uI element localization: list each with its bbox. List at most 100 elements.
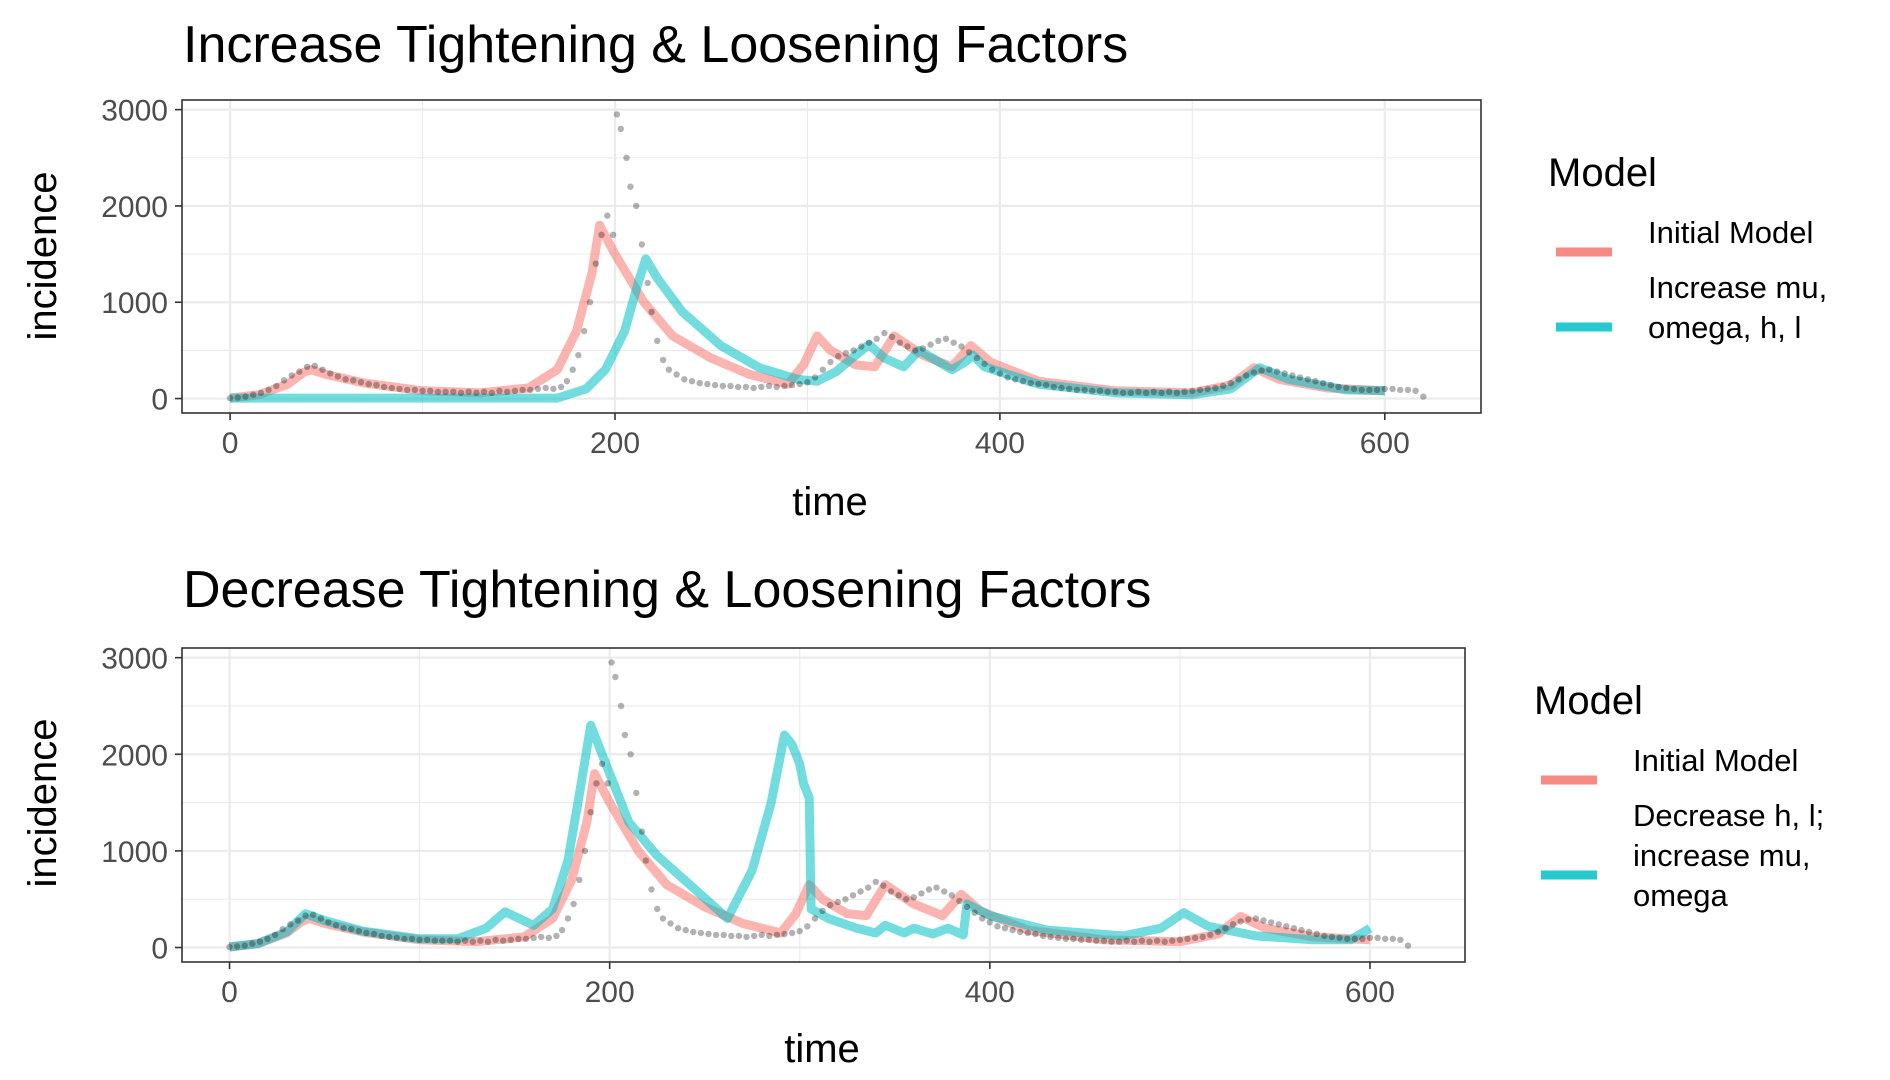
observed-point [638,828,646,835]
observed-point [973,354,980,362]
observed-point [1085,936,1092,943]
observed-point [1219,382,1227,390]
observed-point [1260,917,1267,924]
observed-point [659,356,667,364]
observed-point [419,387,426,394]
observed-point [511,387,519,394]
observed-point [1184,935,1191,942]
observed-point [888,333,896,341]
observed-point [350,377,357,384]
observed-point [226,394,234,402]
observed-point [446,937,454,944]
observed-point [827,901,834,909]
legend: Model Initial Model Increase mu, omega, h,… [1548,151,1827,345]
observed-point [781,382,788,390]
observed-point [612,673,619,681]
observed-point [627,751,634,758]
observed-point [705,930,712,938]
observed-point [728,932,735,940]
observed-point [659,915,667,922]
observed-point [1344,935,1351,942]
observed-point [1258,367,1265,374]
observed-point [396,385,403,393]
y-axis-title: incidence [21,171,65,340]
observed-point [319,366,326,373]
observed-point [1358,386,1365,394]
observed-point [1173,389,1181,396]
observed-point [989,366,996,373]
observed-point [623,154,630,161]
observed-point [604,780,611,787]
chart-panel-top: Increase Tightening & Loosening Factors … [21,16,1827,524]
observed-point [357,379,365,386]
observed-point [370,930,378,938]
observed-point [1017,928,1024,936]
y-tick-label: 3000 [101,95,168,128]
observed-point [919,345,927,352]
observed-point [279,926,286,933]
observed-point [1119,389,1127,396]
observed-point [294,917,302,924]
observed-point [688,378,696,385]
observed-point [971,909,978,916]
observed-point [598,231,605,238]
observed-point [1001,925,1009,932]
observed-point [865,884,872,891]
observed-point [388,384,395,392]
observed-point [378,932,385,940]
observed-point [469,938,476,945]
observed-point [465,388,472,395]
observed-point [1289,372,1296,379]
x-tick-label: 200 [585,976,635,1009]
observed-point [288,372,295,379]
observed-point [1389,935,1397,942]
observed-point [564,915,572,922]
observed-point [1296,374,1304,381]
observed-point [1298,926,1305,934]
observed-point [1131,938,1138,945]
observed-point [332,922,340,929]
observed-point [1412,387,1419,394]
observed-point [462,937,469,944]
observed-point [912,347,919,354]
observed-point [638,241,646,248]
observed-point [1350,385,1358,393]
observed-point [1066,385,1073,393]
observed-point [642,857,649,864]
observed-point [1351,935,1359,942]
y-tick-label: 2000 [101,739,168,772]
x-tick-label: 0 [221,976,238,1009]
observed-point [1104,388,1111,395]
observed-point [880,882,887,889]
observed-point [522,935,530,942]
observed-point [958,343,965,350]
observed-point [242,393,249,400]
observed-point [550,385,557,393]
observed-point [450,388,457,395]
observed-point [1062,935,1070,942]
observed-point [311,362,318,369]
observed-point [1252,915,1260,922]
observed-point [1181,388,1188,395]
legend-label: omega, h, l [1648,310,1801,345]
observed-point [609,231,617,238]
observed-point [334,373,342,380]
observed-point [327,370,334,377]
plot-area: 0 200 400 600 0 1000 2000 3000 [101,95,1482,460]
observed-point [1161,938,1168,945]
observed-point [257,389,265,396]
observed-point [690,928,697,936]
observed-point [1153,937,1161,944]
observed-point [1070,935,1077,942]
observed-point [380,383,388,391]
observed-point [1089,387,1096,394]
observed-point [742,383,750,391]
observed-point [903,896,910,903]
observed-point [766,932,773,940]
observed-point [373,381,380,389]
observed-point [342,376,349,383]
observed-point [788,929,796,937]
observed-point [1275,921,1282,928]
observed-point [719,382,726,390]
observed-point [1207,931,1214,939]
